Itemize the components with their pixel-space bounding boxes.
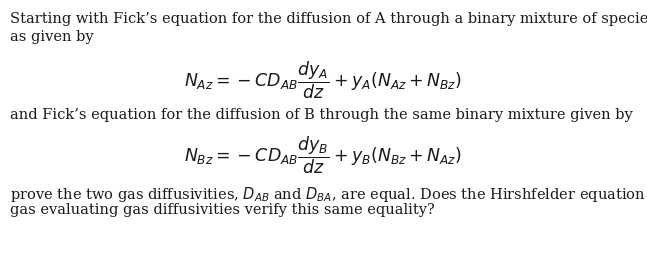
Text: and Fick’s equation for the diffusion of B through the same binary mixture given: and Fick’s equation for the diffusion of… <box>10 108 633 122</box>
Text: as given by: as given by <box>10 30 94 44</box>
Text: gas evaluating gas diffusivities verify this same equality?: gas evaluating gas diffusivities verify … <box>10 203 435 217</box>
Text: $N_{Az} = -CD_{AB}\dfrac{dy_A}{dz} + y_A(N_{Az} + N_{Bz})$: $N_{Az} = -CD_{AB}\dfrac{dy_A}{dz} + y_A… <box>184 60 462 102</box>
Text: $N_{Bz} = -CD_{AB}\dfrac{dy_B}{dz} + y_B(N_{Bz} + N_{Az})$: $N_{Bz} = -CD_{AB}\dfrac{dy_B}{dz} + y_B… <box>184 135 462 176</box>
Text: Starting with Fick’s equation for the diffusion of A through a binary mixture of: Starting with Fick’s equation for the di… <box>10 12 647 26</box>
Text: prove the two gas diffusivities, $D_{AB}$ and $D_{BA}$, are equal. Does the Hirs: prove the two gas diffusivities, $D_{AB}… <box>10 185 647 204</box>
